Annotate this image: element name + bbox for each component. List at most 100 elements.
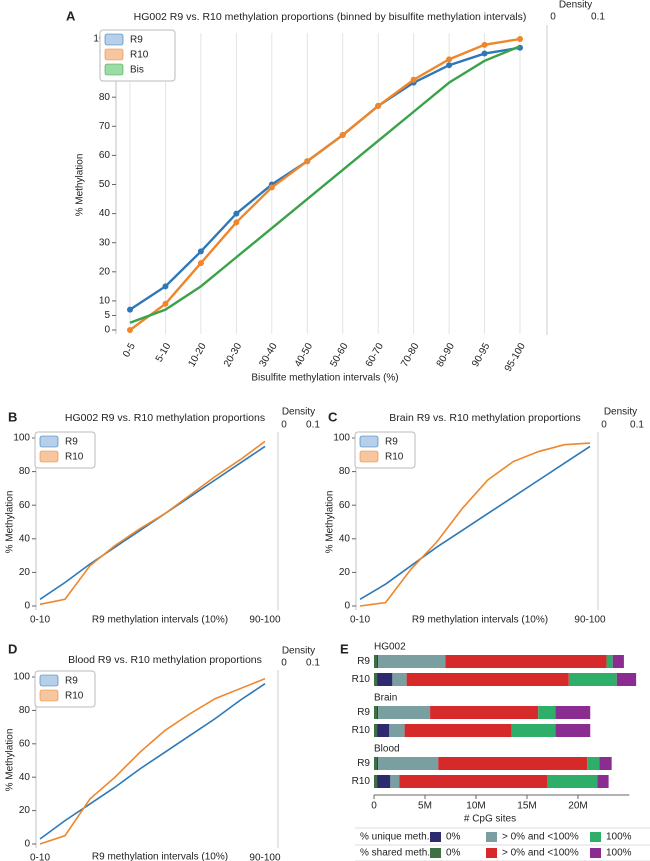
legend-swatch: [39, 674, 59, 687]
panel-label: E: [340, 641, 349, 656]
bar-segment: [538, 706, 556, 719]
density-tick-label: 0.1: [306, 658, 320, 669]
legend-swatch: [486, 832, 497, 842]
x-tick-label: 0-10: [30, 853, 50, 861]
legend-label: R10: [130, 50, 149, 61]
y-tick-label: 20: [19, 567, 31, 578]
y-tick-label: 80: [99, 92, 111, 103]
x-axis-label: R9 methylation intervals (10%): [92, 615, 228, 626]
y-tick-label: 0: [104, 325, 110, 336]
y-tick-label: 40: [99, 208, 111, 219]
bar-segment: [606, 655, 613, 668]
bar-segment: [392, 673, 407, 686]
legend-swatch: [39, 435, 59, 448]
bar-segment: [438, 757, 588, 770]
panel-label: A: [66, 8, 76, 23]
bar-segment: [445, 655, 607, 668]
legend-swatch: [39, 689, 59, 702]
legend-label: R10: [65, 691, 84, 702]
bar-segment: [374, 775, 378, 788]
y-tick-label: 40: [339, 533, 351, 544]
bar-segment: [568, 673, 617, 686]
bar-segment: [377, 655, 379, 668]
legend-label: 0%: [446, 848, 461, 859]
bar-segment: [389, 724, 405, 737]
legend-swatch: [430, 848, 441, 858]
x-tick-label: 10M: [466, 801, 485, 812]
y-tick-label: 80: [19, 466, 31, 477]
density-tick-label: 0: [550, 12, 556, 23]
y-axis-label: % Methylation: [75, 154, 86, 217]
series-line: [129, 46, 521, 311]
category-label: R9: [357, 656, 370, 667]
y-tick-label: 10: [99, 296, 111, 307]
data-point: [162, 283, 169, 290]
bar-segment: [616, 673, 637, 686]
y-tick-label: 5: [104, 310, 110, 321]
y-tick-label: 40: [19, 772, 31, 783]
density-tick-label: 0: [281, 420, 287, 431]
bar-segment: [555, 706, 591, 719]
bar-segment: [597, 775, 609, 788]
x-tick-label: 60-70: [364, 341, 387, 369]
x-tick-label: 90-95: [470, 341, 493, 369]
legend-swatch: [359, 450, 379, 463]
data-point: [481, 50, 488, 57]
bar-segment: [430, 706, 539, 719]
legend-swatch: [590, 848, 601, 858]
y-tick-label: 60: [19, 500, 31, 511]
y-axis-label: % Methylation: [325, 491, 336, 554]
density-label: Density: [559, 0, 592, 11]
panel-label: C: [328, 409, 338, 424]
density-label: Density: [282, 646, 315, 657]
data-point: [197, 248, 204, 255]
x-tick-label: 40-50: [293, 341, 316, 369]
y-tick-label: 100: [13, 433, 30, 444]
bar-segment: [390, 775, 400, 788]
panel-label: B: [8, 409, 17, 424]
legend-label: Bis: [130, 65, 144, 76]
bar-segment: [511, 724, 556, 737]
y-tick-label: 20: [339, 567, 351, 578]
x-tick-label: 5-10: [154, 341, 174, 364]
x-tick-label: 80-90: [435, 341, 458, 369]
group-label: HG002: [374, 642, 406, 653]
bar-segment: [547, 775, 598, 788]
x-tick-label: 0: [371, 801, 377, 812]
x-tick-label: 20M: [568, 801, 587, 812]
x-axis-label: R9 methylation intervals (10%): [92, 852, 228, 861]
series-line: [129, 37, 521, 331]
x-axis-label: R9 methylation intervals (10%): [412, 615, 548, 626]
category-label: R10: [352, 674, 371, 685]
bar-segment: [374, 706, 378, 719]
x-tick-label: 5M: [418, 801, 432, 812]
chart-title: Blood R9 vs. R10 methylation proportions: [68, 654, 262, 666]
legend-label: R9: [65, 676, 78, 687]
chart-title: HG002 R9 vs. R10 methylation proportions…: [134, 11, 527, 23]
legend-label: > 0% and <100%: [502, 848, 579, 859]
chart-title: Brain R9 vs. R10 methylation proportions: [389, 412, 580, 424]
category-label: R9: [357, 758, 370, 769]
x-axis-label: Bisulfite methylation intervals (%): [251, 373, 398, 384]
bar-segment: [377, 757, 379, 770]
legend-swatch: [104, 48, 124, 61]
legend-label: 0%: [446, 832, 461, 843]
bar-segment: [378, 757, 439, 770]
x-tick-label: 20-30: [222, 341, 245, 369]
legend-label: R9: [65, 437, 78, 448]
series-line: [359, 442, 591, 607]
legend-swatch: [590, 832, 601, 842]
legend-swatch: [39, 450, 59, 463]
density-tick-label: 0: [601, 420, 607, 431]
x-tick-label: 50-60: [328, 341, 351, 369]
y-axis-label: % Methylation: [5, 729, 16, 792]
y-tick-label: 30: [99, 237, 111, 248]
y-tick-label: 0: [24, 601, 30, 612]
data-point: [197, 260, 204, 267]
chart-title: HG002 R9 vs. R10 methylation proportions: [65, 412, 265, 424]
series-line: [359, 445, 591, 600]
x-tick-label: 10-20: [186, 341, 209, 369]
y-tick-label: 80: [19, 705, 31, 716]
category-label: R10: [352, 776, 371, 787]
legend-label: 100%: [606, 832, 632, 843]
